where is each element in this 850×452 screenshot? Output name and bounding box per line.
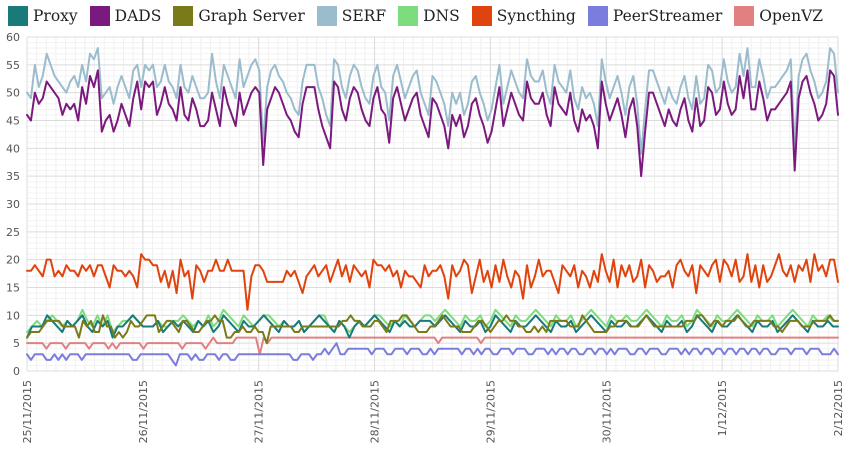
legend-swatch <box>587 6 608 26</box>
legend-swatch <box>316 6 337 26</box>
legend-item[interactable]: DNS <box>398 6 460 26</box>
x-tick-label: 30/11/2015 <box>600 380 613 443</box>
series-line-proxy <box>26 314 839 339</box>
series-line-peerstreamer <box>26 342 839 367</box>
y-tick-label: 55 <box>6 59 20 72</box>
x-tick-label: 27/11/2015 <box>253 380 266 443</box>
legend-swatch <box>89 6 110 26</box>
y-tick-label: 5 <box>13 337 20 350</box>
y-tick-label: 25 <box>6 226 20 239</box>
legend-item[interactable]: PeerStreamer <box>587 6 723 26</box>
legend-item[interactable]: DADS <box>89 6 162 26</box>
y-tick-label: 20 <box>6 254 20 267</box>
x-tick-label: 1/12/2015 <box>716 380 729 436</box>
y-tick-label: 35 <box>6 170 20 183</box>
x-tick-label: 2/12/2015 <box>832 380 845 436</box>
x-tick-label: 28/11/2015 <box>369 380 382 443</box>
y-tick-label: 45 <box>6 115 20 128</box>
series-line-syncthing <box>26 253 839 311</box>
legend-item[interactable]: Proxy <box>8 6 78 26</box>
legend-label: DNS <box>423 7 460 25</box>
legend-label: Proxy <box>33 7 78 25</box>
legend-label: DADS <box>114 7 162 25</box>
legend-label: SERF <box>341 7 387 25</box>
legend-swatch <box>398 6 419 26</box>
legend-label: PeerStreamer <box>612 7 723 25</box>
y-tick-label: 60 <box>6 31 20 44</box>
x-tick-label: 29/11/2015 <box>484 380 497 443</box>
series-line-dads <box>26 69 839 178</box>
grid-major <box>26 36 839 372</box>
legend-label: Syncthing <box>496 7 576 25</box>
y-tick-label: 50 <box>6 87 20 100</box>
y-tick-label: 30 <box>6 198 20 211</box>
legend-swatch <box>173 6 194 26</box>
x-tick-label: 26/11/2015 <box>137 380 150 443</box>
legend-label: OpenVZ <box>759 7 824 25</box>
y-tick-label: 10 <box>6 309 20 322</box>
legend-item[interactable]: Syncthing <box>471 6 576 26</box>
legend: Proxy DADS Graph Server SERF DNS Syncthing Pee… <box>8 3 835 29</box>
y-axis: 0 5 10 15 20 25 30 35 40 45 50 55 60 <box>6 31 20 378</box>
x-tick-label: 25/11/2015 <box>21 380 34 443</box>
series-line-openvz <box>26 336 839 356</box>
legend-item[interactable]: SERF <box>316 6 387 26</box>
series-line-serf <box>26 47 839 155</box>
y-tick-label: 15 <box>6 282 20 295</box>
y-tick-label: 40 <box>6 142 20 155</box>
legend-swatch <box>734 6 755 26</box>
legend-item[interactable]: OpenVZ <box>734 6 823 26</box>
series-line-graph-server <box>26 314 839 345</box>
legend-label: Graph Server <box>198 7 305 25</box>
legend-item[interactable]: Graph Server <box>173 6 305 26</box>
legend-swatch <box>8 6 28 26</box>
x-axis: 25/11/2015 26/11/2015 27/11/2015 28/11/2015… <box>21 380 845 443</box>
series-group <box>26 47 839 367</box>
y-tick-label: 0 <box>13 365 20 378</box>
legend-swatch <box>471 6 492 26</box>
